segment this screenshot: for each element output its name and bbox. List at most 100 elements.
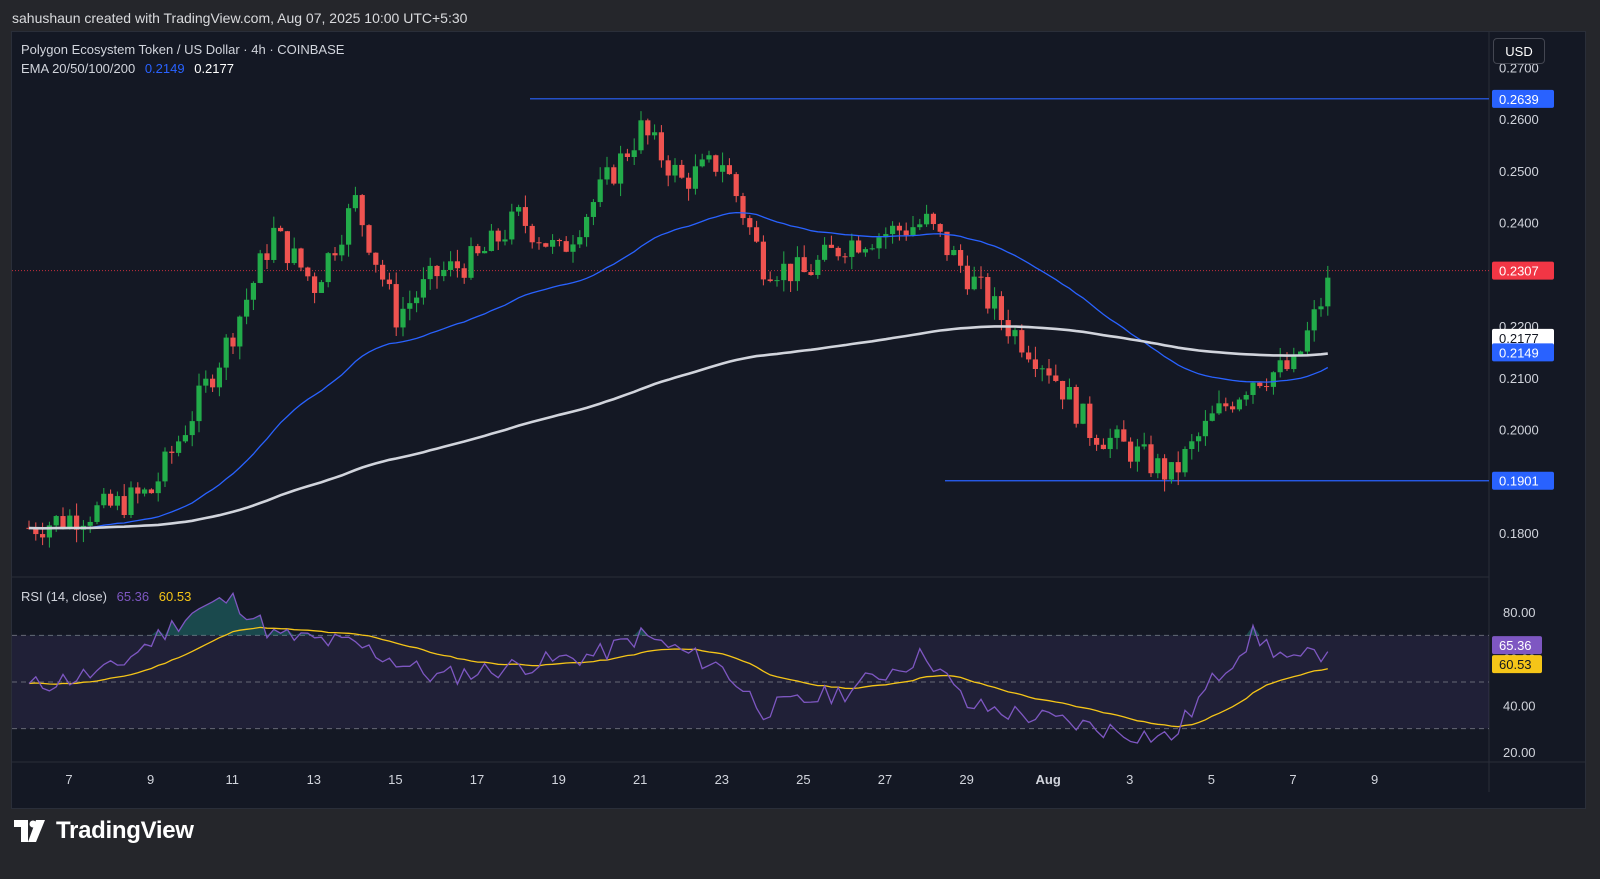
candle-body [1325, 277, 1331, 307]
candle-body [1168, 462, 1174, 480]
candle-body [1277, 360, 1283, 373]
candle-body [1175, 462, 1181, 473]
candle-body [992, 296, 998, 309]
price-badge [1492, 471, 1554, 490]
candle-body [1080, 403, 1086, 424]
candle-body [1291, 354, 1297, 370]
candle-body [1032, 359, 1038, 370]
candle-body [896, 225, 902, 231]
credit-text: sahushaun created with TradingView.com, … [12, 10, 468, 26]
candle-body [543, 243, 549, 247]
candle-body [862, 249, 868, 253]
candle-body [529, 225, 535, 243]
candle-body [1060, 380, 1066, 400]
candle-body [1257, 382, 1263, 387]
candle-body [1114, 429, 1120, 438]
candle-body [210, 378, 216, 388]
ema-label: EMA 20/50/100/200 [21, 61, 136, 76]
candle-body [611, 167, 617, 184]
candle-body [631, 150, 637, 158]
candle-body [1087, 403, 1093, 438]
candle-body [767, 279, 773, 282]
candle-body [1046, 368, 1052, 376]
candle-body [1318, 306, 1324, 310]
candle-body [121, 496, 127, 516]
candle-body [794, 257, 800, 282]
candle-body [312, 276, 318, 293]
ema-blue-line [28, 211, 1329, 530]
candle-body [1141, 444, 1147, 447]
candle-body [1128, 441, 1134, 462]
time-tick-label: Aug [1036, 772, 1061, 787]
chart-panel[interactable]: 0.1800 0.2000 0.2100 0.2200 0.2400 0.2500 0.26… [11, 31, 1586, 809]
candle-body [869, 248, 875, 250]
candle-body [40, 534, 46, 538]
candle-body [148, 489, 154, 494]
price-tick-label: 0.2100 [1499, 371, 1539, 386]
rsi-line [28, 591, 1329, 744]
candle-body [910, 227, 916, 236]
rsi-badge-label: 65.36 [1499, 638, 1532, 653]
candle-body [366, 225, 372, 253]
candle-body [856, 240, 862, 253]
price-badge-label: 0.1901 [1499, 474, 1539, 489]
price-badge [1492, 343, 1554, 362]
price-tick-label: 0.2400 [1499, 216, 1539, 231]
candle-body [284, 231, 290, 264]
candles-group [26, 111, 1331, 548]
rsi-ma-badge [1492, 655, 1542, 674]
candle-body [570, 244, 576, 252]
price-badge-label: 0.2149 [1499, 345, 1539, 360]
candle-body [257, 253, 263, 283]
candle-body [169, 451, 175, 453]
candle-body [590, 202, 596, 217]
candle-body [1264, 386, 1270, 388]
candle-body [33, 528, 39, 535]
rsi-badge [1492, 636, 1542, 655]
candle-body [502, 239, 508, 242]
ema-white-line [28, 325, 1328, 530]
tradingview-logo[interactable]: TradingView [14, 816, 194, 846]
chart-canvas[interactable]: 0.18000.20000.21000.22000.24000.25000.26… [12, 32, 1586, 809]
candle-body [108, 493, 114, 506]
candle-body [971, 276, 977, 290]
currency-button[interactable]: USD [1493, 38, 1545, 64]
candle-body [577, 237, 583, 245]
rsi-tick-label: 20.00 [1503, 745, 1536, 760]
candle-body [998, 296, 1004, 321]
time-tick-label: 5 [1208, 772, 1215, 787]
symbol-legend: Polygon Ecosystem Token / US Dollar · 4h… [21, 42, 350, 57]
candle-body [733, 174, 739, 197]
candle-body [305, 267, 311, 277]
candle-body [964, 265, 970, 290]
candle-body [1223, 403, 1229, 407]
candle-body [155, 481, 161, 494]
time-tick-label: 7 [1289, 772, 1296, 787]
candle-body [420, 279, 426, 298]
candle-body [339, 244, 345, 256]
candle-body [461, 268, 467, 278]
candle-body [522, 207, 528, 226]
candle-body [686, 177, 692, 189]
candle-body [917, 224, 923, 228]
candle-body [352, 195, 358, 209]
logo-text: TradingView [56, 817, 194, 844]
candle-body [468, 246, 474, 278]
candle-body [1189, 441, 1195, 450]
candle-body [658, 132, 664, 161]
candle-body [434, 265, 440, 277]
candle-body [815, 259, 821, 275]
time-tick-label: 13 [307, 772, 321, 787]
candle-body [1250, 382, 1256, 395]
ema-blue-value: 0.2149 [144, 61, 185, 76]
candle-body [985, 277, 991, 309]
candle-body [556, 240, 562, 242]
candle-body [196, 385, 202, 422]
candle-body [930, 213, 936, 225]
candle-body [774, 280, 780, 282]
candle-body [624, 153, 630, 158]
time-tick-label: 7 [65, 772, 72, 787]
tradingview-logo-icon [14, 820, 45, 842]
candle-body [114, 496, 120, 506]
candle-body [1284, 360, 1290, 370]
